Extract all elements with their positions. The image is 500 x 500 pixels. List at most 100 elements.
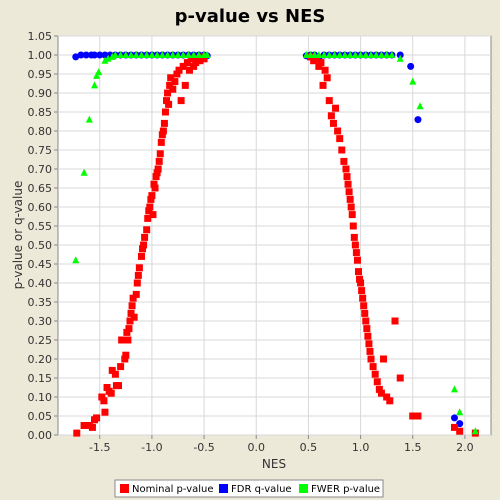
data-point [471,427,479,435]
y-tick-label: 0.45 [28,258,53,271]
data-point [375,385,383,393]
data-point [95,68,103,76]
data-point [200,55,208,63]
data-point [179,51,187,58]
data-point [149,211,157,219]
data-point [155,157,163,165]
data-point [117,363,125,371]
y-tick-label: 0.30 [28,315,53,328]
data-point [96,51,104,59]
data-point [115,382,123,390]
data-point [153,51,161,58]
data-point [126,317,134,325]
y-tick-label: 0.15 [28,372,53,385]
y-tick-label: 0.05 [28,410,53,423]
data-point [164,51,172,58]
grid-lines [58,35,491,436]
data-point [108,366,116,374]
data-point [327,112,335,120]
data-point [150,180,158,188]
data-point [141,233,149,241]
data-point [117,51,125,58]
data-point [396,54,404,62]
data-point [195,51,203,58]
data-point [320,51,328,58]
data-point [158,51,166,58]
data-point [100,397,108,405]
data-point [362,51,370,58]
data-point [130,313,138,321]
data-point [366,347,374,355]
data-point [132,290,140,298]
data-point [85,115,93,123]
legend: Nominal p-value FDR q-value FWER p-value [114,479,384,498]
data-point [183,59,191,67]
data-point [107,389,115,397]
data-point [108,52,116,60]
data-point [346,195,354,203]
data-point [121,355,129,363]
data-point [169,51,177,58]
y-tick-label: 0.20 [28,353,53,366]
data-point [111,370,119,378]
y-tick-label: 0.75 [28,144,53,157]
data-point [145,207,153,215]
data-point [346,51,354,58]
data-point [334,127,342,135]
data-point [88,423,96,431]
data-point [409,412,417,420]
data-point [169,85,177,93]
data-point [360,302,368,310]
data-point [352,249,360,257]
data-point [369,363,377,371]
data-point [414,116,422,124]
legend-label-fwer: FWER p-value [311,484,380,495]
data-point [152,173,160,181]
data-point [329,119,337,127]
data-point [203,51,211,58]
data-point [347,203,355,211]
data-point [319,81,327,89]
data-point [72,256,80,264]
data-point [450,423,458,431]
data-point [154,165,162,173]
data-point [139,245,147,253]
data-point [175,66,183,74]
data-point [367,51,375,58]
data-point [137,252,145,260]
data-point [128,302,136,310]
data-point [364,332,372,340]
data-point [124,336,132,344]
x-tick-label: 2.0 [456,441,474,454]
legend-swatch-nominal [120,484,129,493]
y-tick-label: 0.85 [28,106,53,119]
data-point [196,57,204,65]
y-axis: 0.00 0.05 0.10 0.15 0.20 0.25 0.30 0.35 0.40 0.45… [28,30,58,442]
x-tick-label: 1.5 [404,441,422,454]
data-point [127,51,135,58]
series-0 [73,53,479,437]
data-point [122,351,130,359]
data-point [118,336,126,344]
data-point [315,62,323,70]
data-point [188,55,196,63]
data-point [122,51,130,58]
data-point [414,412,422,420]
data-point [325,51,333,58]
data-point [123,328,131,336]
data-point [332,104,340,112]
data-point [391,317,399,325]
data-point [353,256,361,264]
data-point [343,173,351,181]
data-point [104,54,112,62]
data-point [323,74,331,82]
data-point [101,56,109,64]
data-point [157,138,165,146]
data-point [359,294,367,302]
data-point [372,51,380,58]
legend-label-fdr: FDR q-value [231,484,292,495]
data-point [450,414,458,422]
series-2 [72,51,479,435]
data-point [377,51,385,58]
data-point [190,51,198,58]
